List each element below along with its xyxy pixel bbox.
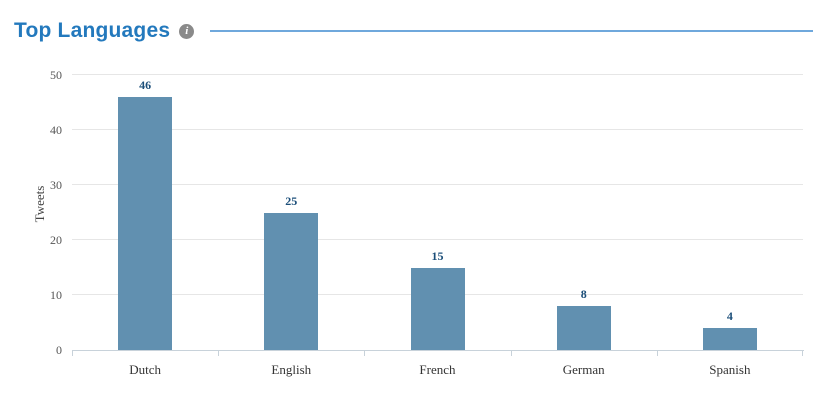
bar-english[interactable] (264, 212, 319, 350)
bar-german[interactable] (556, 306, 611, 350)
gridline (72, 239, 803, 240)
page-title: Top Languages (14, 19, 171, 42)
x-axis-tick (72, 350, 73, 356)
y-tick-label: 0 (56, 343, 62, 357)
value-label: 25 (285, 193, 298, 208)
y-tick-label: 10 (50, 288, 62, 302)
value-label: 4 (726, 309, 733, 323)
category-label: German (562, 362, 605, 377)
x-axis-tick (364, 350, 365, 356)
y-tick-label: 30 (50, 178, 62, 192)
gridline (72, 184, 803, 185)
widget-header: Top Languages i (0, 0, 827, 45)
value-label: 15 (431, 248, 444, 263)
category-label: Dutch (129, 362, 161, 377)
category-label: Spanish (709, 362, 751, 377)
bar-chart: Tweets 0 10 20 30 40 50 46 Dutch 25 English 15 Fren… (0, 60, 827, 405)
y-tick-label: 40 (50, 123, 62, 137)
category-label: French (419, 362, 456, 377)
gridline (72, 129, 803, 130)
info-icon[interactable]: i (179, 23, 195, 39)
gridline (72, 74, 803, 75)
value-label: 46 (139, 78, 152, 92)
value-label: 8 (580, 287, 587, 301)
category-label: English (271, 362, 312, 377)
x-axis-tick (802, 350, 803, 356)
bar-dutch[interactable] (118, 97, 173, 350)
plot-area: Tweets 0 10 20 30 40 50 46 Dutch 25 English 15 Fren… (32, 68, 804, 377)
x-axis-tick (511, 350, 512, 356)
y-tick-label: 20 (50, 233, 62, 247)
x-axis-line (72, 350, 804, 351)
y-tick-label: 50 (50, 68, 62, 82)
x-axis-tick (218, 350, 219, 356)
bar-french[interactable] (410, 267, 465, 350)
x-axis-tick (657, 350, 658, 356)
bar-spanish[interactable] (702, 328, 757, 350)
header-divider (210, 30, 813, 32)
